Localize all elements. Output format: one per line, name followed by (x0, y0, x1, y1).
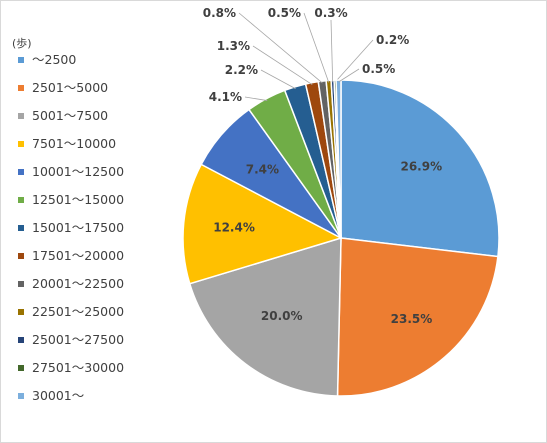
data-label: 0.5% (268, 6, 301, 20)
data-label: 0.3% (314, 6, 347, 20)
pie-slice (336, 237, 499, 397)
legend-label: 17501～20000 (32, 248, 125, 263)
legend-label: 10001～12500 (32, 164, 125, 179)
data-label: 1.3% (217, 39, 250, 53)
legend-swatch (18, 113, 24, 119)
leader-line (252, 45, 313, 86)
data-label: 26.9% (400, 160, 442, 174)
leader-line (238, 12, 323, 84)
leader-line (303, 12, 330, 83)
leader-line (334, 39, 374, 83)
data-label: 0.8% (203, 6, 236, 20)
legend-swatch (18, 57, 24, 63)
legend-swatch (18, 141, 24, 147)
legend-swatch (18, 225, 24, 231)
data-label: 2.2% (225, 63, 258, 77)
leader-line (244, 96, 268, 101)
legend-swatch (18, 253, 24, 259)
legend-label: 22501～25000 (32, 304, 125, 319)
legend-swatch (18, 365, 24, 371)
legend-label: 12501～15000 (32, 192, 125, 207)
legend-label: ～2500 (32, 52, 77, 67)
legend-label: 7501～10000 (32, 136, 117, 151)
pie-slice (340, 79, 500, 258)
pie-slice (188, 236, 342, 397)
data-label: 23.5% (391, 312, 433, 326)
legend-swatch (18, 281, 24, 287)
legend-label: 27501～30000 (32, 360, 125, 375)
data-label: 20.0% (261, 309, 303, 323)
legend-label: 5001～7500 (32, 108, 109, 123)
legend-label: 30001～ (32, 388, 85, 403)
pie-slice (182, 163, 343, 285)
legend-label: 2501～5000 (32, 80, 109, 95)
legend-label: 25001～27500 (32, 332, 125, 347)
legend-swatch (18, 309, 24, 315)
leader-line (338, 68, 360, 83)
legend-swatch (18, 337, 24, 343)
legend-swatch (18, 169, 24, 175)
legend-swatch (18, 393, 24, 399)
leader-line (260, 69, 296, 90)
data-label: 7.4% (246, 162, 279, 176)
legend-label: 20001～22500 (32, 276, 125, 291)
data-label: 4.1% (209, 90, 242, 104)
leader-line (330, 19, 334, 83)
data-label: 0.5% (362, 62, 395, 76)
data-label: 0.2% (376, 33, 409, 47)
legend-swatch (18, 85, 24, 91)
data-label: 12.4% (213, 221, 255, 235)
legend-title: (歩) (12, 37, 32, 50)
legend-label: 15001～17500 (32, 220, 125, 235)
legend-swatch (18, 197, 24, 203)
